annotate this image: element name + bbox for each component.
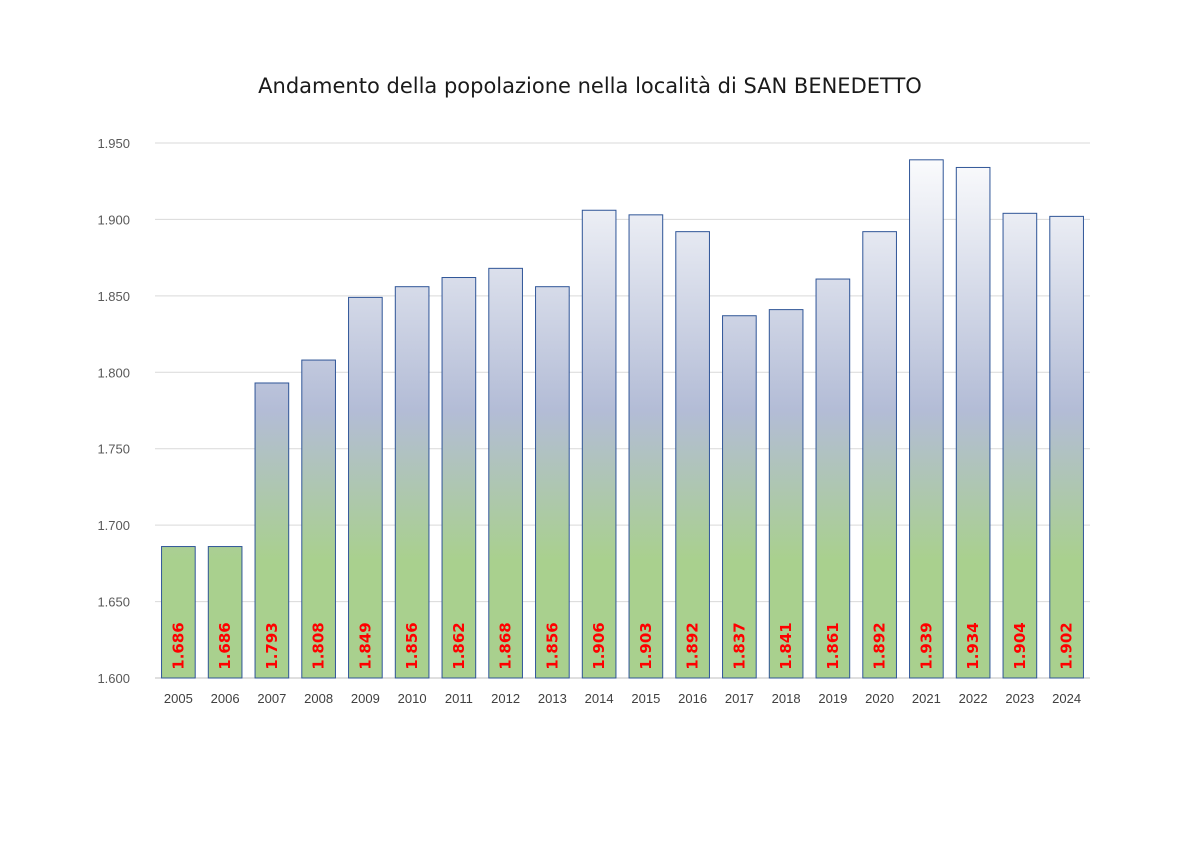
x-tick-label: 2011 (445, 691, 473, 706)
data-label: 1.902 (1058, 622, 1076, 669)
x-tick-label: 2014 (585, 691, 614, 706)
x-tick-label: 2017 (725, 691, 754, 706)
data-label: 1.868 (497, 622, 515, 669)
data-label: 1.892 (684, 622, 702, 669)
bar-2019 (815, 278, 851, 679)
data-label: 1.903 (637, 622, 655, 669)
bar-2005 (161, 546, 196, 679)
data-label: 1.841 (777, 622, 795, 669)
data-label: 1.849 (356, 622, 374, 669)
data-label: 1.861 (824, 622, 842, 669)
bar-2024 (1049, 215, 1084, 679)
data-label: 1.837 (730, 622, 748, 669)
y-tick-label: 1.800 (97, 365, 130, 380)
data-label: 1.939 (917, 622, 935, 669)
x-tick-label: 2009 (351, 691, 380, 706)
y-tick-label: 1.600 (97, 671, 130, 686)
x-axis: 2005 2006 2007 2008 2009 2010 2011 2012 2013 2014… (164, 691, 1081, 706)
bars (161, 159, 1084, 679)
bar-2022 (955, 166, 991, 679)
data-label: 1.793 (263, 622, 281, 669)
x-tick-label: 2015 (631, 691, 660, 706)
bar-2020 (862, 231, 897, 679)
bar-2015 (628, 214, 664, 679)
x-tick-label: 2020 (865, 691, 894, 706)
bar-2012 (488, 267, 523, 679)
data-label: 1.856 (543, 622, 561, 669)
bar-2013 (535, 286, 570, 679)
bar-2009 (348, 296, 383, 679)
x-tick-label: 2013 (538, 691, 567, 706)
data-label: 1.862 (450, 622, 468, 669)
x-tick-label: 2023 (1005, 691, 1034, 706)
chart-title: Andamento della popolazione nella locali… (258, 74, 922, 98)
bar-2017 (722, 315, 757, 679)
y-axis: 1.600 1.650 1.700 1.750 1.800 1.850 1.900 1.950 (97, 136, 130, 686)
x-tick-label: 2016 (678, 691, 707, 706)
bar-2021 (909, 159, 944, 679)
data-label: 1.808 (310, 622, 328, 669)
x-tick-label: 2021 (912, 691, 941, 706)
data-label: 1.686 (169, 622, 187, 669)
data-label: 1.856 (403, 622, 421, 669)
data-label: 1.686 (216, 622, 234, 669)
x-tick-label: 2006 (211, 691, 240, 706)
y-tick-label: 1.950 (97, 136, 130, 151)
data-labels: 1.686 1.686 1.793 1.808 1.849 1.856 1.862 1.868… (169, 622, 1075, 669)
data-label: 1.904 (1011, 622, 1029, 669)
bar-2006 (207, 546, 243, 679)
x-tick-label: 2008 (304, 691, 333, 706)
data-label: 1.892 (871, 622, 889, 669)
y-tick-label: 1.900 (97, 212, 130, 227)
bar-2018 (768, 309, 804, 679)
y-tick-label: 1.750 (97, 442, 130, 457)
bar-2014 (581, 209, 617, 679)
bar-2016 (675, 231, 710, 679)
x-tick-label: 2007 (257, 691, 286, 706)
bar-2023 (1002, 212, 1038, 679)
y-tick-label: 1.850 (97, 289, 130, 304)
x-tick-label: 2010 (398, 691, 427, 706)
bar-2011 (441, 277, 477, 679)
data-label: 1.906 (590, 622, 608, 669)
x-tick-label: 2005 (164, 691, 193, 706)
y-tick-label: 1.650 (97, 595, 130, 610)
data-label: 1.934 (964, 622, 982, 669)
x-tick-label: 2022 (959, 691, 988, 706)
x-tick-label: 2018 (772, 691, 801, 706)
x-tick-label: 2019 (818, 691, 847, 706)
x-tick-label: 2024 (1052, 691, 1081, 706)
bar-2008 (301, 359, 336, 679)
bar-2010 (394, 286, 430, 679)
gridlines (155, 142, 1090, 679)
x-tick-label: 2012 (491, 691, 520, 706)
y-tick-label: 1.700 (97, 518, 130, 533)
bar-2007 (254, 382, 290, 679)
